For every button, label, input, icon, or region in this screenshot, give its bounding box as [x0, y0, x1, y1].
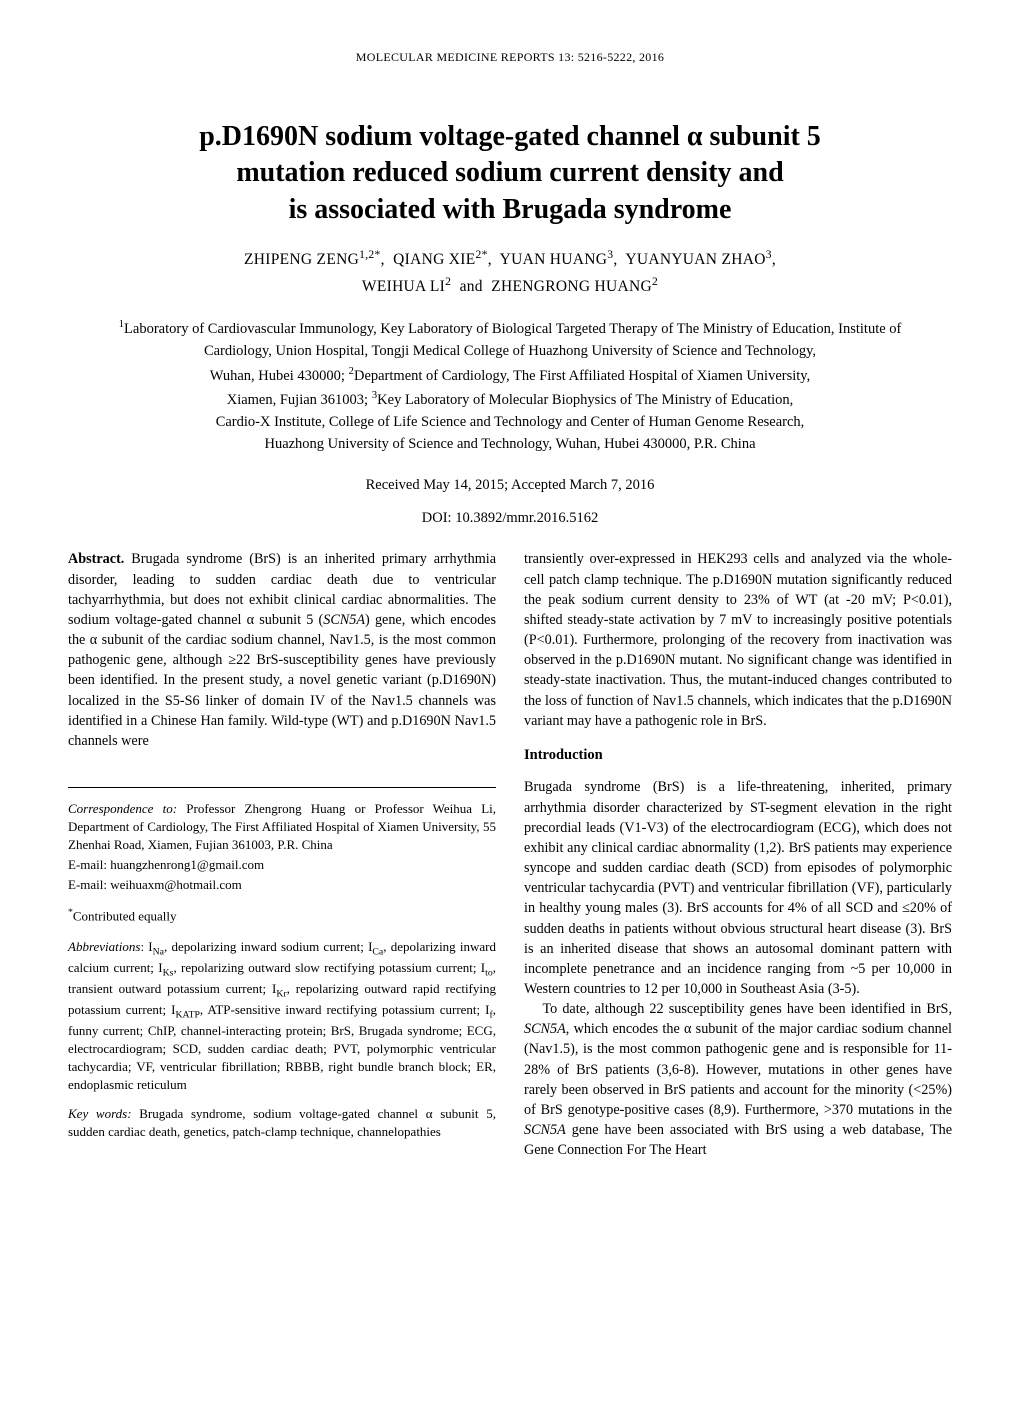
authors-line-2: WEIHUA LI2 and ZHENGRONG HUANG2	[68, 275, 952, 296]
abstract-paragraph: Abstract. Brugada syndrome (BrS) is an i…	[68, 549, 496, 751]
keywords-body: Brugada syndrome, sodium voltage-gated c…	[68, 1106, 496, 1139]
correspondence-label: Correspondence to:	[68, 801, 177, 816]
article-title: p.D1690N sodium voltage-gated channel α …	[98, 119, 922, 228]
running-head: MOLECULAR MEDICINE REPORTS 13: 5216-5222…	[68, 50, 952, 65]
abstract-label: Abstract.	[68, 551, 124, 567]
authors-line-1: ZHIPENG ZENG1,2*, QIANG XIE2*, YUAN HUAN…	[68, 248, 952, 269]
title-line-2: mutation reduced sodium current density …	[236, 157, 783, 188]
right-column: transiently over-expressed in HEK293 cel…	[524, 549, 952, 1160]
abbreviations-label: Abbreviations	[68, 939, 140, 954]
intro-paragraph-2: To date, although 22 susceptibility gene…	[524, 999, 952, 1160]
email-1: E-mail: huangzhenrong1@gmail.com	[68, 856, 496, 874]
correspondence-text: Correspondence to: Professor Zhengrong H…	[68, 800, 496, 854]
abbreviations-block: Abbreviations: INa, depolarizing inward …	[68, 938, 496, 1094]
introduction-heading: Introduction	[524, 745, 952, 766]
contributed-equally: *Contributed equally	[68, 906, 496, 926]
abbreviations-body: : INa, depolarizing inward sodium curren…	[68, 939, 496, 1092]
email-2: E-mail: weihuaxm@hotmail.com	[68, 876, 496, 894]
affiliations: 1Laboratory of Cardiovascular Immunology…	[88, 316, 932, 455]
title-line-3: is associated with Brugada syndrome	[289, 194, 732, 225]
abstract-text: Brugada syndrome (BrS) is an inherited p…	[68, 551, 496, 748]
abstract-continuation: transiently over-expressed in HEK293 cel…	[524, 549, 952, 730]
intro-paragraph-1: Brugada syndrome (BrS) is a life-threate…	[524, 777, 952, 999]
footnote-divider	[68, 787, 496, 788]
left-column: Abstract. Brugada syndrome (BrS) is an i…	[68, 549, 496, 1160]
doi: DOI: 10.3892/mmr.2016.5162	[68, 510, 952, 527]
two-column-body: Abstract. Brugada syndrome (BrS) is an i…	[68, 549, 952, 1160]
received-accepted: Received May 14, 2015; Accepted March 7,…	[68, 477, 952, 494]
correspondence-block: Correspondence to: Professor Zhengrong H…	[68, 800, 496, 894]
keywords-label: Key words:	[68, 1106, 132, 1121]
title-line-1: p.D1690N sodium voltage-gated channel α …	[199, 121, 821, 152]
keywords-block: Key words: Brugada syndrome, sodium volt…	[68, 1105, 496, 1141]
